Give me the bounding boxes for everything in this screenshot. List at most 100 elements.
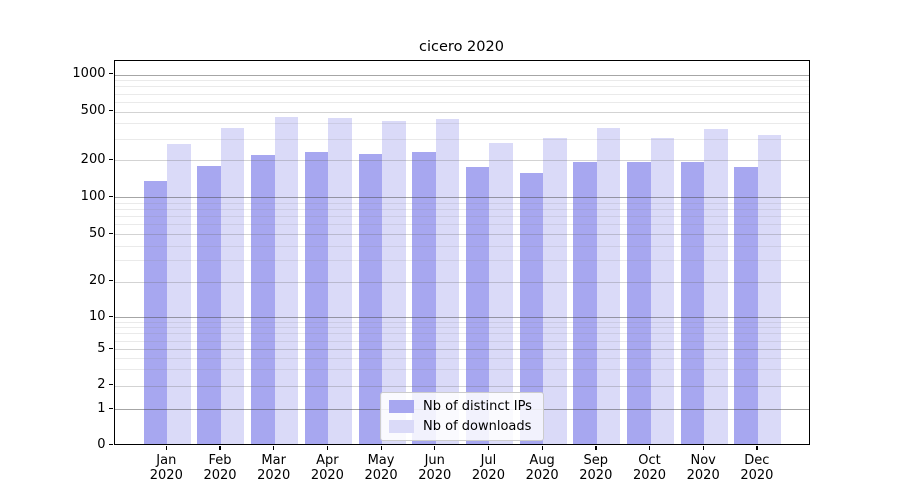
y-tick-label: 20 xyxy=(88,273,106,288)
bar-distinct-ips-jun xyxy=(412,151,436,444)
y-tick xyxy=(109,280,113,282)
x-tick-label: Jun 2020 xyxy=(418,453,452,483)
bar-distinct-ips-apr xyxy=(304,152,329,444)
gridline-minor xyxy=(114,327,809,329)
y-tick xyxy=(109,232,113,234)
gridline xyxy=(114,111,809,113)
bar-distinct-ips-dec xyxy=(734,167,758,444)
x-tick xyxy=(487,445,490,450)
bar-downloads-nov xyxy=(704,129,728,444)
gridline-minor xyxy=(114,245,809,247)
y-tick-label: 5 xyxy=(97,340,106,356)
gridline xyxy=(114,349,809,350)
bar-downloads-apr xyxy=(328,118,352,444)
x-tick xyxy=(219,445,221,450)
bar-distinct-ips-jul xyxy=(465,166,490,444)
bar-downloads-jun xyxy=(435,118,460,444)
y-tick xyxy=(109,407,113,409)
legend-item-distinct-ips: Nb of distinct IPs xyxy=(389,398,534,414)
bar-distinct-ips-nov xyxy=(680,162,705,444)
y-tick-label: 0 xyxy=(97,437,106,452)
legend-label: Nb of distinct IPs xyxy=(423,398,532,414)
gridline xyxy=(114,385,809,387)
gridline-minor xyxy=(114,357,809,359)
legend-swatch-downloads xyxy=(389,419,414,433)
x-tick-label: Nov 2020 xyxy=(686,453,720,483)
gridline-minor xyxy=(114,369,809,371)
y-tick xyxy=(109,384,113,386)
bar-downloads-sep xyxy=(596,128,621,444)
x-tick xyxy=(756,445,758,450)
x-tick-label: Jan 2020 xyxy=(149,453,183,483)
y-tick-label: 2 xyxy=(97,377,106,392)
gridline-minor xyxy=(114,101,809,103)
y-tick xyxy=(109,73,113,75)
x-tick xyxy=(165,445,167,450)
gridline-minor xyxy=(114,202,809,204)
y-tick xyxy=(109,444,113,446)
x-tick xyxy=(326,445,329,450)
x-tick-label: Sep 2020 xyxy=(579,453,613,483)
gridline xyxy=(114,197,809,198)
gridline xyxy=(114,234,809,235)
bar-downloads-jul xyxy=(489,143,513,444)
gridline xyxy=(114,160,809,161)
x-tick-label: Apr 2020 xyxy=(310,453,344,483)
gridline-minor xyxy=(114,138,809,140)
gridline-minor xyxy=(114,216,809,218)
x-tick-label: Jul 2020 xyxy=(471,453,505,483)
legend-swatch-distinct-ips xyxy=(389,399,414,413)
y-tick-label: 50 xyxy=(88,225,106,241)
x-tick-label: Mar 2020 xyxy=(257,453,291,483)
gridline-minor xyxy=(114,80,809,82)
gridline-minor xyxy=(114,224,809,226)
bar-distinct-ips-aug xyxy=(519,173,544,444)
x-tick xyxy=(702,445,704,450)
chart-title: cicero 2020 xyxy=(419,39,504,55)
y-tick xyxy=(109,195,113,197)
gridlines-layer xyxy=(114,61,809,445)
legend-label: Nb of downloads xyxy=(423,418,532,434)
x-tick xyxy=(649,445,651,450)
bar-distinct-ips-sep xyxy=(573,161,597,444)
y-tick xyxy=(109,158,113,160)
bars-layer xyxy=(115,61,810,444)
x-tick-label: Oct 2020 xyxy=(632,453,667,483)
bar-downloads-jan xyxy=(167,144,191,444)
gridline xyxy=(114,74,809,76)
bar-distinct-ips-may xyxy=(358,154,383,444)
legend-item-downloads: Nb of downloads xyxy=(389,418,534,434)
y-tick-label: 100 xyxy=(80,188,106,204)
y-tick xyxy=(109,315,113,317)
gridline-minor xyxy=(114,86,809,88)
gridline xyxy=(114,317,809,318)
x-tick xyxy=(380,445,382,450)
y-tick-label: 10 xyxy=(88,308,106,324)
y-tick-label: 500 xyxy=(80,103,106,118)
x-tick-label: Dec 2020 xyxy=(740,453,774,483)
x-tick xyxy=(541,445,543,450)
legend: Nb of distinct IPs Nb of downloads xyxy=(380,392,544,441)
y-tick-label: 1 xyxy=(97,400,106,416)
x-tick-label: May 2020 xyxy=(364,453,398,483)
x-tick xyxy=(595,445,597,450)
gridline-minor xyxy=(114,321,809,323)
x-tick xyxy=(434,445,436,450)
y-tick xyxy=(109,110,113,112)
bar-distinct-ips-feb xyxy=(197,166,221,444)
gridline-minor xyxy=(114,260,809,262)
plot-area xyxy=(113,59,810,445)
bar-downloads-may xyxy=(382,120,406,444)
bar-distinct-ips-jan xyxy=(143,180,168,444)
gridline-minor xyxy=(114,340,809,342)
x-tick-label: Feb 2020 xyxy=(203,453,237,483)
y-tick-label: 200 xyxy=(80,151,106,167)
y-tick-label: 1000 xyxy=(72,66,106,81)
gridline-minor xyxy=(114,208,809,210)
x-tick xyxy=(273,445,275,450)
bar-distinct-ips-oct xyxy=(627,162,651,444)
bar-downloads-aug xyxy=(543,138,567,444)
gridline xyxy=(114,281,809,283)
gridline-minor xyxy=(114,333,809,335)
